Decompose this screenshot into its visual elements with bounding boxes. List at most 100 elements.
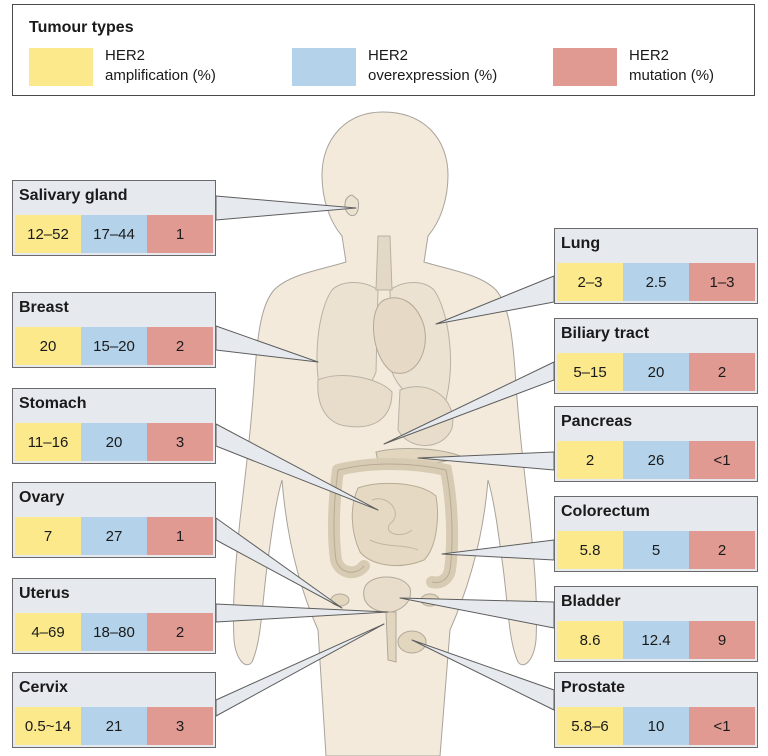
legend-item-amplification: HER2 amplification (%) xyxy=(29,47,216,86)
mutation-value: 2 xyxy=(689,353,755,391)
bladder-organ xyxy=(363,576,412,613)
mutation-value: 1–3 xyxy=(689,263,755,301)
mutation-value: <1 xyxy=(689,441,755,479)
leader-breast xyxy=(215,325,319,363)
legend-item-mutation: HER2 mutation (%) xyxy=(553,47,715,86)
callout-salivary-gland: Salivary gland 12–52 17–44 1 xyxy=(12,180,216,256)
mutation-value: 3 xyxy=(147,423,213,461)
value-row: 4–69 18–80 2 xyxy=(15,613,213,651)
amplification-value: 4–69 xyxy=(15,613,81,651)
leader-lines xyxy=(215,195,555,717)
legend-item-overexpression: HER2 overexpression (%) xyxy=(292,47,498,86)
value-row: 12–52 17–44 1 xyxy=(15,215,213,253)
leader-ovary xyxy=(215,517,343,609)
amplification-value: 20 xyxy=(15,327,81,365)
value-row: 11–16 20 3 xyxy=(15,423,213,461)
mutation-value: <1 xyxy=(689,707,755,745)
legend-label-amplification: HER2 amplification (%) xyxy=(105,47,216,84)
tumour-name: Pancreas xyxy=(561,413,633,430)
value-row: 2 26 <1 xyxy=(557,441,755,479)
callout-biliary-tract: Biliary tract 5–15 20 2 xyxy=(554,318,758,394)
tumour-name: Prostate xyxy=(561,679,626,696)
overexpression-value: 15–20 xyxy=(81,327,147,365)
leader-stomach xyxy=(215,423,379,511)
tumour-name: Ovary xyxy=(19,489,65,506)
callout-colorectum: Colorectum 5.8 5 2 xyxy=(554,496,758,572)
mutation-value: 3 xyxy=(147,707,213,745)
callout-ovary: Ovary 7 27 1 xyxy=(12,482,216,558)
amplification-value: 2–3 xyxy=(557,263,623,301)
overexpression-value: 27 xyxy=(81,517,147,555)
amplification-value: 11–16 xyxy=(15,423,81,461)
tumour-name: Bladder xyxy=(561,593,621,610)
value-row: 20 15–20 2 xyxy=(15,327,213,365)
amplification-value: 8.6 xyxy=(557,621,623,659)
overexpression-value: 5 xyxy=(623,531,689,569)
tumour-name: Lung xyxy=(561,235,601,252)
liver-shape xyxy=(317,375,393,428)
value-row: 7 27 1 xyxy=(15,517,213,555)
callout-stomach: Stomach 11–16 20 3 xyxy=(12,388,216,464)
amplification-value: 5.8–6 xyxy=(557,707,623,745)
mutation-value: 1 xyxy=(147,517,213,555)
overexpression-value: 12.4 xyxy=(623,621,689,659)
value-row: 8.6 12.4 9 xyxy=(557,621,755,659)
overexpression-value: 10 xyxy=(623,707,689,745)
value-row: 5–15 20 2 xyxy=(557,353,755,391)
swatch-mutation xyxy=(553,48,617,86)
value-row: 5.8–6 10 <1 xyxy=(557,707,755,745)
value-row: 2–3 2.5 1–3 xyxy=(557,263,755,301)
mutation-value: 2 xyxy=(147,327,213,365)
value-row: 0.5~14 21 3 xyxy=(15,707,213,745)
tumour-name: Stomach xyxy=(19,395,87,412)
legend-label-overexpression: HER2 overexpression (%) xyxy=(368,47,498,84)
trachea-shape xyxy=(375,235,393,291)
ear-shape xyxy=(344,194,359,217)
tumour-name: Cervix xyxy=(19,679,68,696)
amplification-value: 12–52 xyxy=(15,215,81,253)
leader-cervix xyxy=(215,623,385,717)
urethra-shape xyxy=(385,611,397,663)
overexpression-value: 21 xyxy=(81,707,147,745)
callout-lung: Lung 2–3 2.5 1–3 xyxy=(554,228,758,304)
amplification-value: 0.5~14 xyxy=(15,707,81,745)
callout-uterus: Uterus 4–69 18–80 2 xyxy=(12,578,216,654)
legend-label-mutation: HER2 mutation (%) xyxy=(629,47,715,84)
overexpression-value: 2.5 xyxy=(623,263,689,301)
leader-salivary-gland xyxy=(215,195,357,221)
tumour-name: Biliary tract xyxy=(561,325,650,342)
callout-bladder: Bladder 8.6 12.4 9 xyxy=(554,586,758,662)
legend-title: Tumour types xyxy=(29,19,134,36)
swatch-overexpression xyxy=(292,48,356,86)
callout-breast: Breast 20 15–20 2 xyxy=(12,292,216,368)
mutation-value: 2 xyxy=(689,531,755,569)
tumour-name: Salivary gland xyxy=(19,187,128,204)
value-row: 5.8 5 2 xyxy=(557,531,755,569)
overexpression-value: 17–44 xyxy=(81,215,147,253)
tumour-name: Colorectum xyxy=(561,503,650,520)
tumour-name: Uterus xyxy=(19,585,70,602)
small-intestine-shape xyxy=(351,482,438,566)
body-silhouette xyxy=(232,111,538,756)
mutation-value: 2 xyxy=(147,613,213,651)
overexpression-value: 26 xyxy=(623,441,689,479)
left-ovary-shape xyxy=(330,593,350,607)
callout-pancreas: Pancreas 2 26 <1 xyxy=(554,406,758,482)
overexpression-value: 20 xyxy=(623,353,689,391)
amplification-value: 2 xyxy=(557,441,623,479)
mutation-value: 9 xyxy=(689,621,755,659)
heart-shape xyxy=(373,297,426,374)
callout-cervix: Cervix 0.5~14 21 3 xyxy=(12,672,216,748)
callout-prostate: Prostate 5.8–6 10 <1 xyxy=(554,672,758,748)
prostate-shape xyxy=(397,630,427,654)
swatch-amplification xyxy=(29,48,93,86)
mutation-value: 1 xyxy=(147,215,213,253)
overexpression-value: 18–80 xyxy=(81,613,147,651)
tumour-name: Breast xyxy=(19,299,69,316)
amplification-value: 5–15 xyxy=(557,353,623,391)
legend: Tumour types HER2 amplification (%) HER2… xyxy=(12,4,755,96)
overexpression-value: 20 xyxy=(81,423,147,461)
leader-uterus xyxy=(215,603,389,623)
amplification-value: 7 xyxy=(15,517,81,555)
